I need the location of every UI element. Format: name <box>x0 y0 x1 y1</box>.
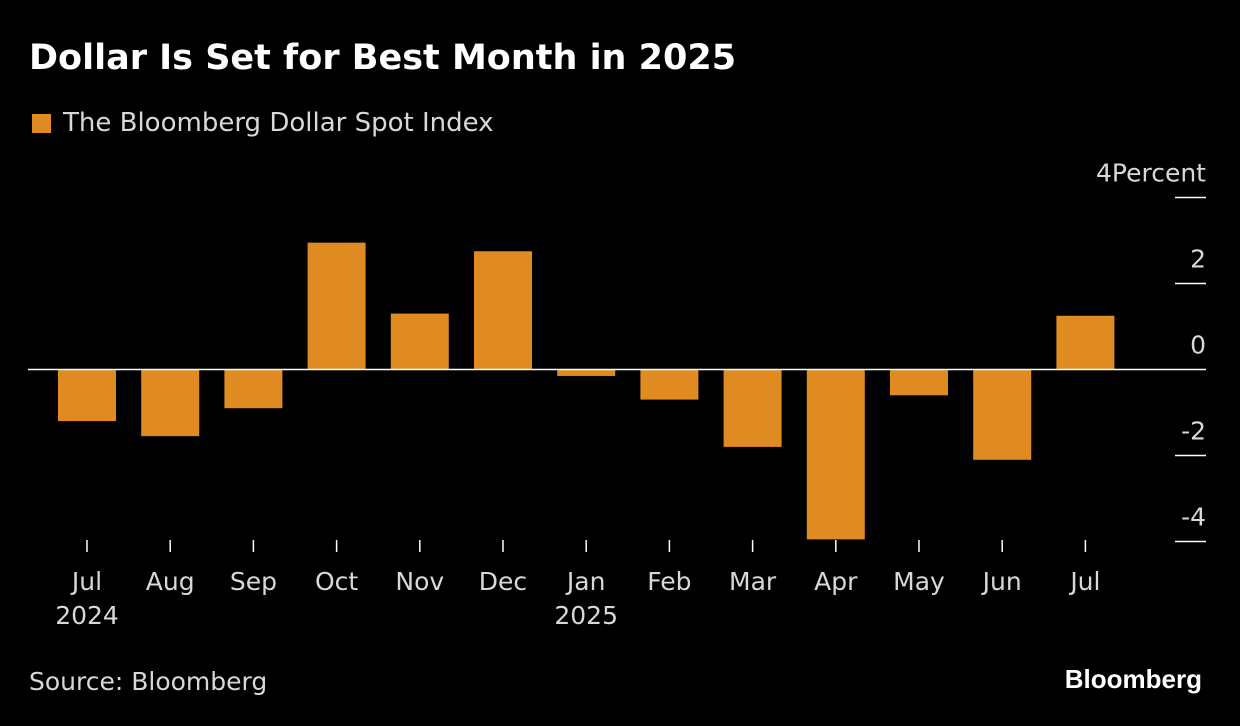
bar-dec-5 <box>474 251 532 370</box>
x-year-label-6: 2025 <box>554 601 618 630</box>
chart-title: Dollar Is Set for Best Month in 2025 <box>29 38 737 78</box>
y-tick-label-1: 2 <box>1190 245 1206 274</box>
y-tick-label-3: -2 <box>1181 417 1206 446</box>
x-tick-label-2: Sep <box>230 567 277 596</box>
x-tick-label-12: Jul <box>1068 567 1100 596</box>
bar-jun-11 <box>973 369 1032 460</box>
x-tick-label-4: Nov <box>395 567 444 596</box>
bar-feb-7 <box>640 369 699 400</box>
bloomberg-logo: Bloomberg <box>1064 664 1202 694</box>
x-tick-label-10: May <box>893 567 945 596</box>
x-tick-label-0: Jul <box>70 567 102 596</box>
bar-jul-0 <box>58 369 116 422</box>
y-tick-label-2: 0 <box>1190 331 1206 360</box>
bar-apr-9 <box>806 369 865 540</box>
bar-mar-8 <box>723 369 782 447</box>
x-tick-label-5: Dec <box>479 567 527 596</box>
x-tick-label-6: Jan <box>565 567 606 596</box>
legend: The Bloomberg Dollar Spot Index <box>32 108 494 138</box>
bar-may-10 <box>890 369 948 396</box>
x-tick-label-1: Aug <box>146 567 195 596</box>
source-note: Source: Bloomberg <box>29 667 268 696</box>
x-tick-label-11: Jun <box>981 567 1022 596</box>
bar-oct-3 <box>307 242 366 370</box>
bar-sep-2 <box>224 369 283 409</box>
bar-nov-4 <box>390 313 449 370</box>
bar-aug-1 <box>141 369 200 437</box>
x-year-label-0: 2024 <box>55 601 119 630</box>
legend-label: The Bloomberg Dollar Spot Index <box>63 108 494 138</box>
x-tick-label-9: Apr <box>814 567 858 596</box>
y-tick-label-0: 4Percent <box>1096 159 1206 188</box>
bar-jul-12 <box>1056 315 1115 370</box>
legend-swatch <box>32 113 51 133</box>
x-tick-label-3: Oct <box>315 567 358 596</box>
x-tick-label-7: Feb <box>647 567 691 596</box>
y-tick-label-4: -4 <box>1181 503 1206 532</box>
bar-jan-6 <box>557 369 616 376</box>
x-tick-label-8: Mar <box>729 567 777 596</box>
